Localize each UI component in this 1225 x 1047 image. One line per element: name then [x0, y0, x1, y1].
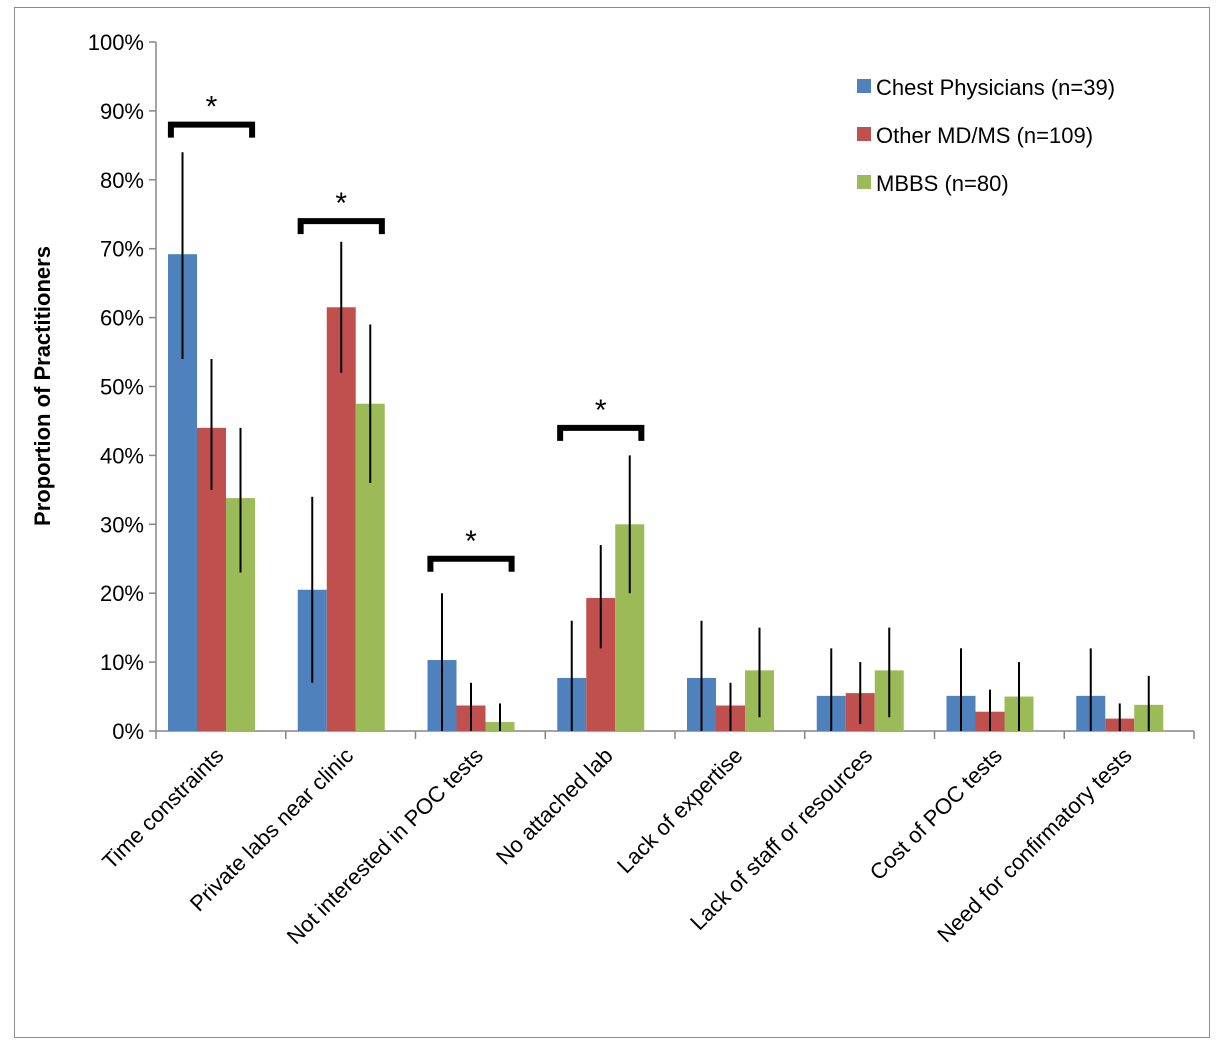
chart-frame [14, 7, 1210, 1038]
y-tick-label: 20% [100, 581, 144, 606]
y-tick-label: 50% [100, 375, 144, 400]
legend-label: Chest Physicians (n=39) [876, 75, 1115, 100]
x-category-label: Cost of POC tests [865, 743, 1007, 885]
y-tick-label: 0% [112, 719, 144, 744]
legend-swatch [857, 175, 871, 189]
significance-bracket [427, 555, 515, 572]
y-tick-label: 40% [100, 443, 144, 468]
y-tick-label: 100% [88, 30, 144, 55]
significance-annotations: * * * * [167, 91, 645, 572]
legend-swatch [857, 127, 871, 141]
y-tick-label: 10% [100, 650, 144, 675]
y-tick-label: 60% [100, 306, 144, 331]
y-tick-label: 70% [100, 237, 144, 262]
significance-bracket [167, 121, 256, 138]
x-category-label: Time constraints [97, 743, 228, 874]
significance-marker: * [595, 394, 607, 427]
legend-label: MBBS (n=80) [876, 171, 1009, 196]
y-axis-label: Proportion of Practitioners [30, 246, 55, 526]
y-tick-label: 80% [100, 168, 144, 193]
legend-swatch [857, 79, 871, 93]
x-category-label: Lack of expertise [612, 743, 747, 878]
significance-bracket [297, 218, 385, 235]
x-category-label: No attached lab [491, 743, 618, 870]
significance-marker: * [335, 187, 347, 220]
legend: Chest Physicians (n=39) Other MD/MS (n=10… [857, 75, 1115, 196]
significance-marker: * [206, 91, 218, 124]
legend-label: Other MD/MS (n=109) [876, 123, 1093, 148]
significance-bracket [557, 424, 645, 441]
significance-marker: * [465, 525, 477, 558]
y-tick-label: 30% [100, 512, 144, 537]
y-tick-label: 90% [100, 99, 144, 124]
bar [326, 307, 356, 731]
bars [168, 254, 1164, 731]
axes: 0% 10% 20% 30% 40% 50% 60% 70% 80% 90% 100% Time co… [88, 30, 1195, 949]
error-bars [181, 152, 1150, 731]
